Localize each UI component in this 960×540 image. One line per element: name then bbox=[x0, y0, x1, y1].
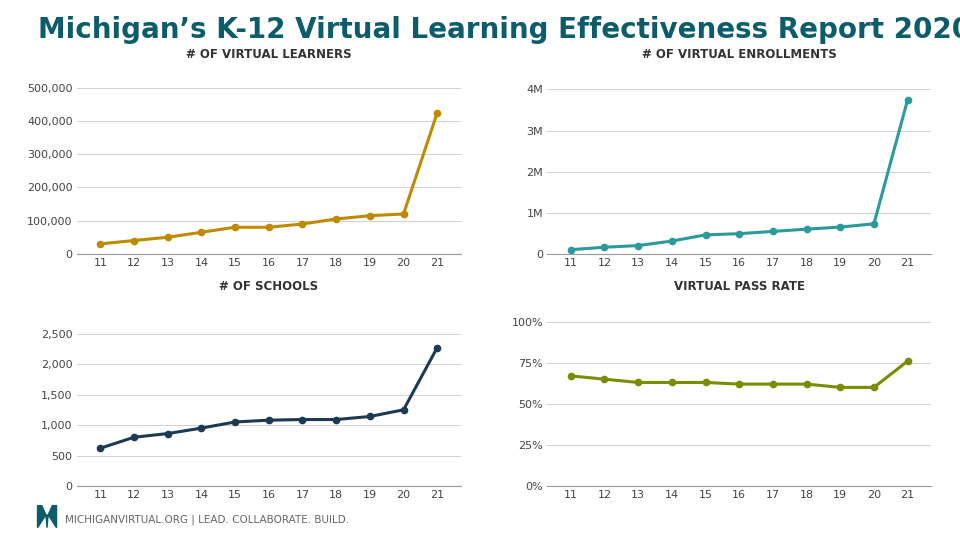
Text: Michigan’s K-12 Virtual Learning Effectiveness Report 2020-21: Michigan’s K-12 Virtual Learning Effecti… bbox=[38, 16, 960, 44]
Polygon shape bbox=[37, 505, 57, 528]
Title: # OF VIRTUAL ENROLLMENTS: # OF VIRTUAL ENROLLMENTS bbox=[642, 48, 836, 61]
Title: VIRTUAL PASS RATE: VIRTUAL PASS RATE bbox=[674, 280, 804, 293]
Title: # OF SCHOOLS: # OF SCHOOLS bbox=[219, 280, 319, 293]
Text: MICHIGANVIRTUAL.ORG | LEAD. COLLABORATE. BUILD.: MICHIGANVIRTUAL.ORG | LEAD. COLLABORATE.… bbox=[65, 514, 349, 525]
Title: # OF VIRTUAL LEARNERS: # OF VIRTUAL LEARNERS bbox=[186, 48, 351, 61]
